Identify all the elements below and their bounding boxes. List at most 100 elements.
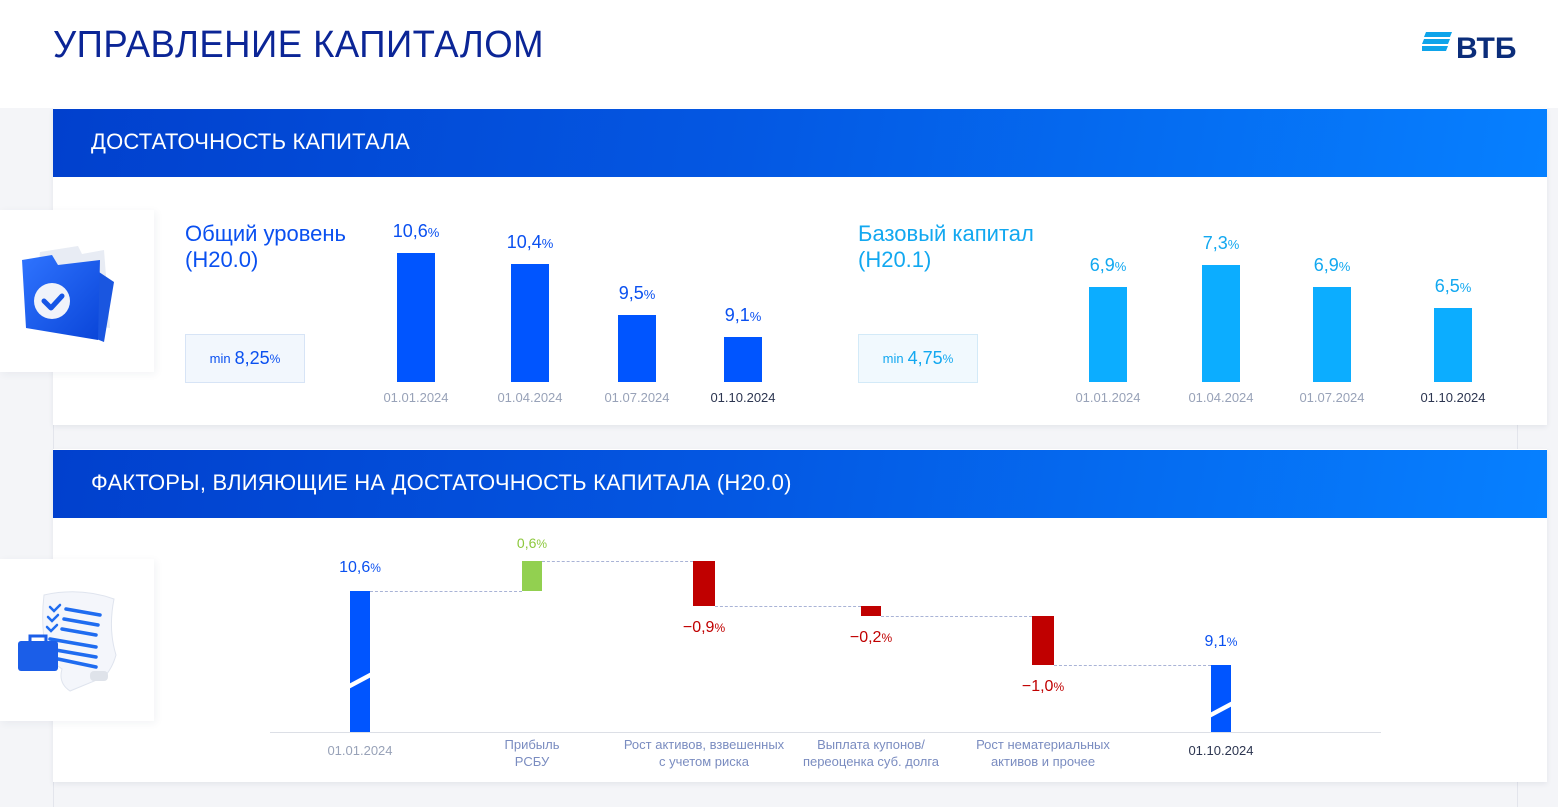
chart2-title: Базовый капитал (Н20.1) xyxy=(858,221,1034,273)
value-number: −0,2 xyxy=(849,628,882,646)
category-label-line: переоценка суб. долга xyxy=(802,754,940,769)
header-bar: УПРАВЛЕНИЕ КАПИТАЛОМ ВТБ xyxy=(0,0,1558,108)
value-number: 7,3 xyxy=(1202,233,1228,254)
value-unit: % xyxy=(881,630,893,645)
min-unit: % xyxy=(942,351,954,366)
bar-value-label: 10,6% xyxy=(366,221,466,242)
category-label-line: РСБУ xyxy=(514,754,550,769)
value-number: 10,6 xyxy=(392,221,428,242)
chart1-min-badge: min 8,25 % xyxy=(185,334,305,383)
total-bar xyxy=(1211,664,1231,732)
value-unit: % xyxy=(1338,258,1351,274)
value-unit: % xyxy=(1226,634,1238,649)
bar-value-label: 7,3% xyxy=(1171,233,1271,254)
x-category-label: Рост нематериальных активов и прочее xyxy=(953,736,1133,770)
category-label-line: активов и прочее xyxy=(990,754,1096,769)
waterfall-value-label: −0,9% xyxy=(654,619,754,637)
chart2-title-line1: Базовый капитал xyxy=(858,221,1034,246)
category-label-line: Прибыль xyxy=(504,737,560,752)
waterfall-value-label: −0,2% xyxy=(821,629,921,647)
document-checklist-icon xyxy=(0,559,154,721)
min-label: min xyxy=(209,351,231,366)
bar xyxy=(1313,286,1351,382)
bar-value-label: 9,5% xyxy=(587,283,687,304)
value-number: 6,9 xyxy=(1313,254,1339,275)
value-unit: % xyxy=(541,236,554,252)
x-tick-label: 01.01.2024 xyxy=(383,390,449,405)
decrease-bar xyxy=(861,605,881,616)
decrease-bar xyxy=(1032,615,1054,665)
value-unit: % xyxy=(370,561,381,575)
x-tick-label: 01.10.2024 xyxy=(1420,390,1486,405)
value-unit: % xyxy=(1114,258,1127,274)
value-number: −1,0 xyxy=(1021,677,1054,695)
x-tick-label: 01.07.2024 xyxy=(604,390,670,405)
increase-bar xyxy=(522,561,542,591)
category-label-line: Рост нематериальных xyxy=(976,737,1110,752)
value-unit: % xyxy=(536,537,548,552)
value-number: −0,9 xyxy=(682,618,715,636)
connector-line xyxy=(370,591,522,592)
value-number: 9,1 xyxy=(1204,632,1227,650)
value-number: 9,1 xyxy=(724,305,750,326)
min-value: 4,75 xyxy=(907,348,943,368)
folder-check-icon xyxy=(0,210,154,372)
bar xyxy=(1434,307,1472,382)
value-number: 9,5 xyxy=(618,282,644,303)
value-number: 10,4 xyxy=(506,232,542,253)
x-tick-label: 01.10.2024 xyxy=(710,390,776,405)
logo-text: ВТБ xyxy=(1456,32,1517,65)
value-number: 10,6 xyxy=(339,559,371,576)
bar xyxy=(724,337,762,382)
bar-value-label: 6,9% xyxy=(1058,255,1158,276)
x-tick-label: 01.04.2024 xyxy=(1188,390,1254,405)
value-unit: % xyxy=(1459,279,1472,295)
value-unit: % xyxy=(749,309,762,325)
section-title: ДОСТАТОЧНОСТЬ КАПИТАЛА xyxy=(91,129,410,154)
connector-line xyxy=(542,561,693,563)
section-banner-factors: ФАКТОРЫ, ВЛИЯЮЩИЕ НА ДОСТАТОЧНОСТЬ КАПИТ… xyxy=(53,450,1547,518)
decrease-bar xyxy=(693,561,715,606)
value-unit: % xyxy=(643,286,656,302)
waterfall-value-label: 0,6% xyxy=(482,535,582,551)
min-label: min xyxy=(882,351,904,366)
value-number: 6,9 xyxy=(1089,254,1115,275)
value-unit: % xyxy=(714,620,726,635)
total-bar xyxy=(350,591,370,732)
category-label-line: 01.10.2024 xyxy=(1188,743,1254,758)
x-category-label: Выплата купонов/переоценка суб. долга xyxy=(781,736,961,770)
bar-value-label: 6,9% xyxy=(1282,255,1382,276)
bar xyxy=(397,253,435,382)
value-unit: % xyxy=(427,225,440,241)
category-label-line: 01.01.2024 xyxy=(327,743,393,758)
connector-line xyxy=(1054,664,1211,666)
value-number: 0,6 xyxy=(516,535,537,552)
category-label-line: с учетом риска xyxy=(659,754,749,769)
x-category-label: 01.01.2024 xyxy=(270,742,450,759)
section-banner-capital-adequacy: ДОСТАТОЧНОСТЬ КАПИТАЛА xyxy=(53,109,1547,177)
x-tick-label: 01.04.2024 xyxy=(497,390,563,405)
chart1-title: Общий уровень (Н20.0) xyxy=(185,221,346,273)
chart1-title-line2: (Н20.0) xyxy=(185,247,259,272)
x-tick-label: 01.01.2024 xyxy=(1075,390,1141,405)
chart2-min-badge: min 4,75 % xyxy=(858,334,978,383)
connector-line xyxy=(881,615,1032,617)
bar xyxy=(1202,265,1240,382)
waterfall-axis xyxy=(270,732,1381,733)
bar xyxy=(511,264,549,382)
waterfall-value-label: 10,6% xyxy=(310,559,410,577)
min-value: 8,25 xyxy=(234,348,270,368)
x-category-label: Рост активов, взвешенных с учетом риска xyxy=(614,736,794,770)
waterfall-value-label: −1,0% xyxy=(993,678,1093,696)
logo-stripes-icon xyxy=(1422,32,1452,51)
x-tick-label: 01.07.2024 xyxy=(1299,390,1365,405)
min-unit: % xyxy=(269,351,281,366)
chart2-title-line2: (Н20.1) xyxy=(858,247,932,272)
bar xyxy=(618,314,656,382)
value-unit: % xyxy=(1227,237,1240,253)
value-number: 6,5 xyxy=(1434,275,1460,296)
category-label-line: Выплата купонов/ xyxy=(817,737,925,752)
connector-line xyxy=(715,605,861,607)
bar-value-label: 10,4% xyxy=(480,232,580,253)
vtb-logo: ВТБ xyxy=(1422,30,1522,66)
